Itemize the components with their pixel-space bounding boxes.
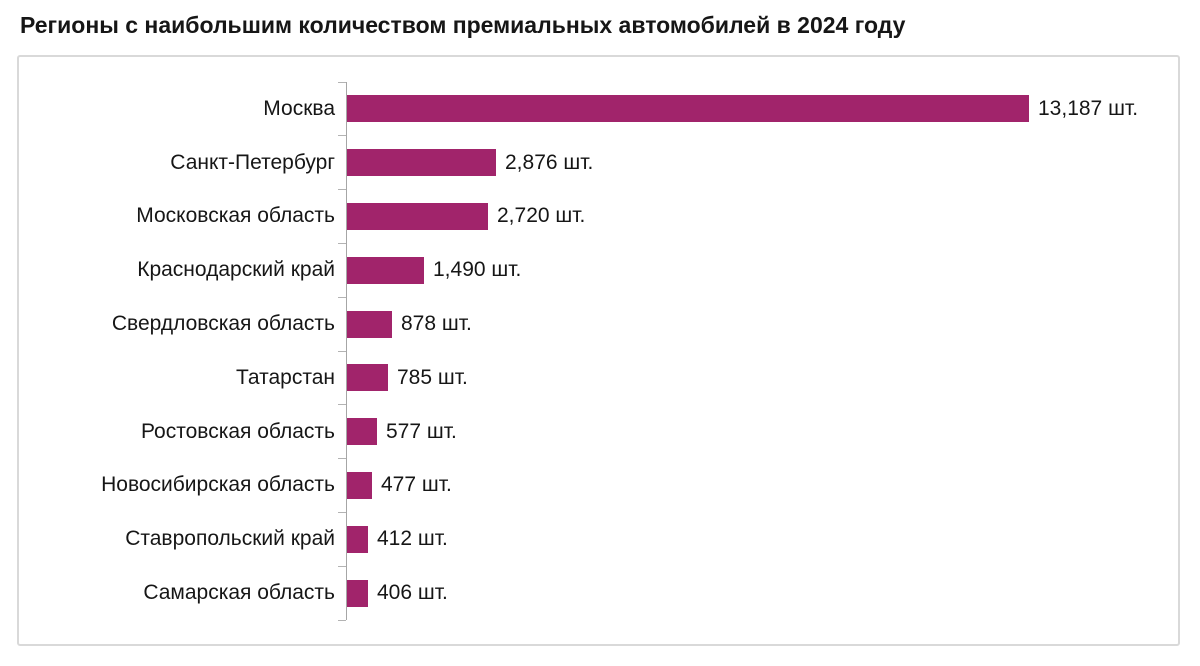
category-label: Ставропольский край <box>125 527 335 551</box>
value-label: 577 шт. <box>386 419 457 443</box>
bar <box>347 256 424 284</box>
bar-zone: 1,490 шт. <box>346 243 1178 297</box>
axis-tick <box>338 189 346 191</box>
axis-tick <box>338 619 346 621</box>
bar <box>347 310 392 338</box>
chart-row: Санкт-Петербург 2,876 шт. <box>19 136 1178 190</box>
axis-tick <box>338 81 346 83</box>
chart-card: Москва 13,187 шт. Санкт-Петербург 2,876 шт.… <box>17 55 1180 646</box>
bar-zone: 2,876 шт. <box>346 136 1178 190</box>
bar <box>347 364 388 392</box>
bar-zone: 785 шт. <box>346 351 1178 405</box>
bar-zone: 477 шт. <box>346 459 1178 513</box>
value-label: 2,876 шт. <box>505 150 594 174</box>
chart-row: Московская область 2,720 шт. <box>19 190 1178 244</box>
bar-zone: 13,187 шт. <box>346 82 1178 136</box>
chart-row: Ставропольский край 412 шт. <box>19 512 1178 566</box>
category-label: Санкт-Петербург <box>170 150 335 174</box>
value-label: 412 шт. <box>377 527 448 551</box>
value-label: 785 шт. <box>397 365 468 389</box>
value-label: 2,720 шт. <box>497 204 586 228</box>
chart-row: Самарская область 406 шт. <box>19 566 1178 620</box>
chart-row: Татарстан 785 шт. <box>19 351 1178 405</box>
category-label: Новосибирская область <box>101 473 335 497</box>
bar <box>347 579 368 607</box>
category-label: Самарская область <box>143 581 335 605</box>
axis-tick <box>338 404 346 406</box>
axis-tick <box>338 511 346 513</box>
bar <box>347 95 1029 123</box>
axis-tick <box>338 135 346 137</box>
bar-zone: 412 шт. <box>346 512 1178 566</box>
value-label: 406 шт. <box>377 581 448 605</box>
bar <box>347 471 372 499</box>
bar-zone: 878 шт. <box>346 297 1178 351</box>
bar <box>347 202 488 230</box>
axis-tick <box>338 565 346 567</box>
bar-chart-plot: Москва 13,187 шт. Санкт-Петербург 2,876 шт.… <box>19 81 1178 621</box>
category-label: Татарстан <box>235 365 335 389</box>
bar-zone: 406 шт. <box>346 566 1178 620</box>
axis-tick <box>338 458 346 460</box>
chart-row: Ростовская область 577 шт. <box>19 405 1178 459</box>
bar-zone: 2,720 шт. <box>346 190 1178 244</box>
value-label: 477 шт. <box>381 473 452 497</box>
y-axis-line <box>346 82 347 620</box>
chart-row: Москва 13,187 шт. <box>19 82 1178 136</box>
chart-row: Новосибирская область 477 шт. <box>19 459 1178 513</box>
category-label: Свердловская область <box>111 312 335 336</box>
value-label: 1,490 шт. <box>433 258 522 282</box>
value-label: 13,187 шт. <box>1038 96 1139 120</box>
chart-row: Свердловская область 878 шт. <box>19 297 1178 351</box>
value-label: 878 шт. <box>401 312 472 336</box>
bar <box>347 418 377 446</box>
axis-tick <box>338 296 346 298</box>
axis-tick <box>338 242 346 244</box>
bar <box>347 149 496 177</box>
axis-tick <box>338 350 346 352</box>
bar-zone: 577 шт. <box>346 405 1178 459</box>
page-title: Регионы с наибольшим количеством премиал… <box>20 12 906 38</box>
category-label: Краснодарский край <box>137 258 335 282</box>
category-label: Московская область <box>136 204 335 228</box>
category-label: Москва <box>263 96 335 120</box>
bar <box>347 525 368 553</box>
category-label: Ростовская область <box>140 419 335 443</box>
chart-row: Краснодарский край 1,490 шт. <box>19 243 1178 297</box>
